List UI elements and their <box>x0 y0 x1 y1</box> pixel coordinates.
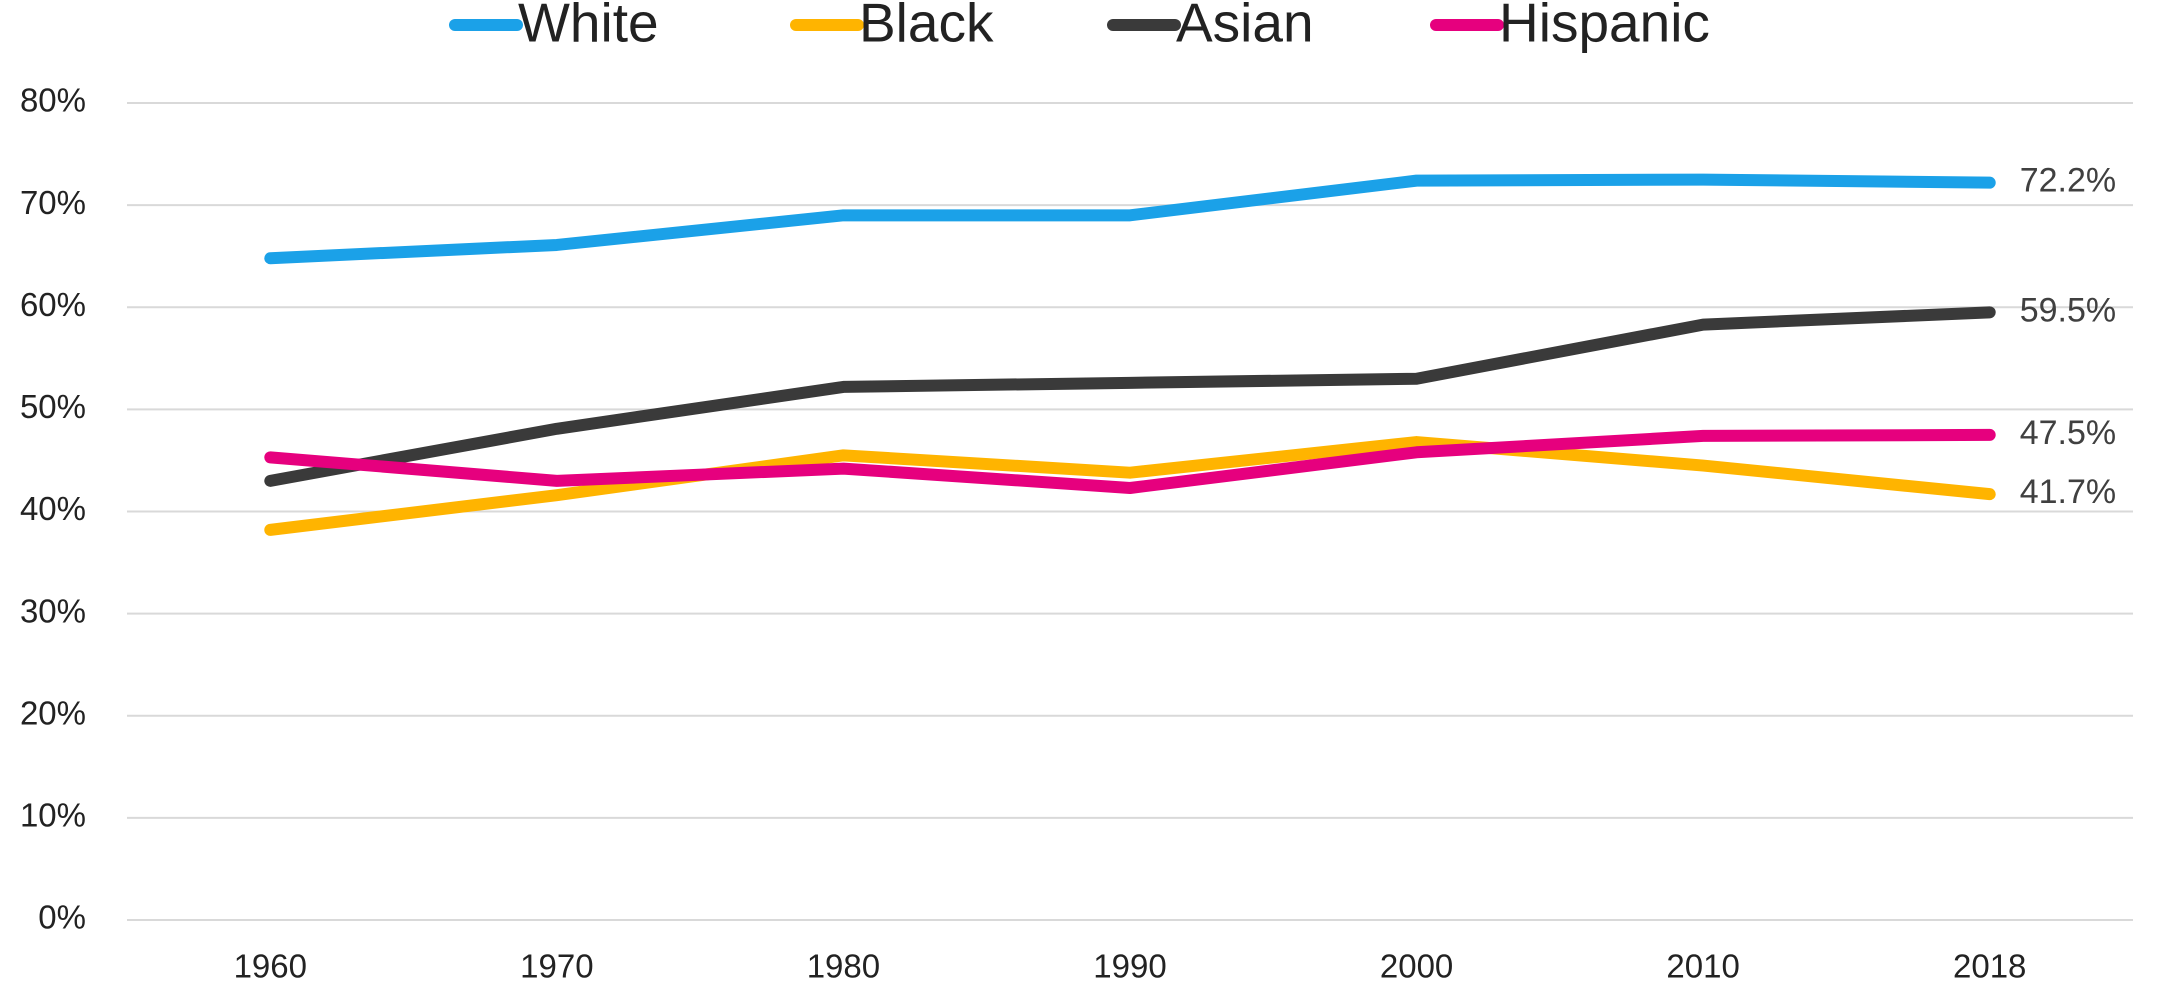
y-tick-label: 10% <box>20 797 86 834</box>
y-tick-label: 50% <box>20 388 86 425</box>
data-label: 72.2% <box>2020 162 2116 200</box>
series-line <box>264 306 1996 487</box>
legend-label: Asian <box>1176 0 1314 54</box>
data-label: 41.7% <box>2020 473 2116 511</box>
y-tick-label: 70% <box>20 184 86 221</box>
legend-label: Black <box>859 0 994 54</box>
y-tick-label: 60% <box>20 286 86 323</box>
x-tick-label: 2000 <box>1380 948 1453 985</box>
series-line <box>264 436 1996 536</box>
y-tick-label: 80% <box>20 82 86 119</box>
legend-label: Hispanic <box>1499 0 1710 54</box>
data-label: 59.5% <box>2020 291 2116 329</box>
x-tick-label: 1980 <box>807 948 880 985</box>
y-tick-label: 20% <box>20 694 86 731</box>
x-tick-label: 1960 <box>234 948 307 985</box>
y-tick-label: 30% <box>20 592 86 629</box>
y-tick-label: 40% <box>20 490 86 527</box>
series-line <box>264 173 1996 265</box>
x-tick-label: 2018 <box>1953 948 2026 985</box>
data-label: 47.5% <box>2020 414 2116 452</box>
x-tick-label: 1970 <box>520 948 593 985</box>
legend-label: White <box>518 0 659 54</box>
y-tick-label: 0% <box>38 899 86 936</box>
x-tick-label: 1990 <box>1093 948 1166 985</box>
series-line <box>264 428 1996 495</box>
x-tick-label: 2010 <box>1666 948 1739 985</box>
